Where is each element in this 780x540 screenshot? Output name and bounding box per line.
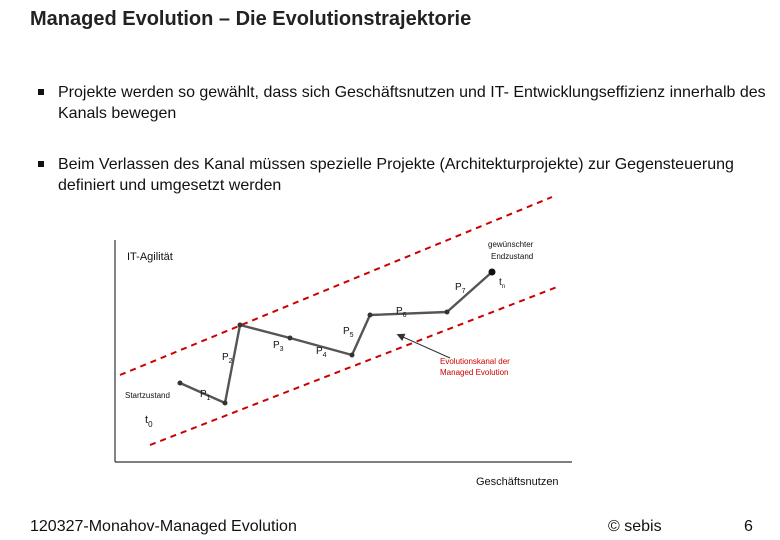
page-number: 6 [744, 518, 753, 535]
project-label-p2: P2 [222, 352, 233, 365]
y-axis-label: IT-Agilität [127, 251, 173, 263]
project-label-p6: P6 [396, 306, 407, 319]
bullet-text: Projekte werden so gewählt, dass sich Ge… [58, 84, 766, 122]
footer-presentation-name: 120327-Monahov-Managed Evolution [30, 518, 297, 535]
bullet-list: Projekte werden so gewählt, dass sich Ge… [38, 82, 768, 196]
trajectory-node [287, 335, 293, 341]
slide-title: Managed Evolution – Die Evolutionstrajek… [30, 8, 472, 30]
project-label-p7: P7 [455, 282, 466, 295]
channel-upper-boundary [119, 196, 553, 376]
trajectory-node [177, 380, 183, 386]
bullet-item: Projekte werden so gewählt, dass sich Ge… [38, 82, 768, 124]
channel-pointer-arrow [396, 333, 451, 359]
bullet-item: Beim Verlassen des Kanal müssen speziell… [38, 154, 768, 196]
project-label-p3: P3 [273, 340, 284, 353]
footer-copyright: © sebis [608, 518, 662, 535]
channel-lower-boundary [149, 286, 558, 446]
evolution-trajectory [179, 271, 493, 405]
project-label-p5: P5 [343, 326, 354, 339]
x-axis-label: Geschäftsnutzen [476, 476, 559, 488]
trajectory-node [367, 312, 373, 318]
bullet-square-icon [38, 161, 44, 167]
trajectory-node [349, 352, 355, 358]
bullet-text: Beim Verlassen des Kanal müssen speziell… [58, 156, 734, 194]
trajectory-node [222, 400, 228, 406]
channel-label-line2: Managed Evolution [440, 368, 509, 377]
time-label-t0: t0 [145, 414, 153, 429]
bullet-square-icon [38, 89, 44, 95]
project-label-p1: P1 [200, 389, 211, 402]
project-label-p4: P4 [316, 346, 327, 359]
trajectory-node [237, 322, 243, 328]
target-state-label-line1: gewünschter [488, 240, 534, 249]
end-state-marker [488, 268, 496, 276]
start-state-label: Startzustand [125, 391, 170, 400]
channel-label-line1: Evolutionskanal der [440, 357, 510, 366]
trajectory-node [444, 309, 450, 315]
target-state-label-line2: Endzustand [491, 252, 533, 261]
time-label-tn: tn [499, 277, 505, 290]
